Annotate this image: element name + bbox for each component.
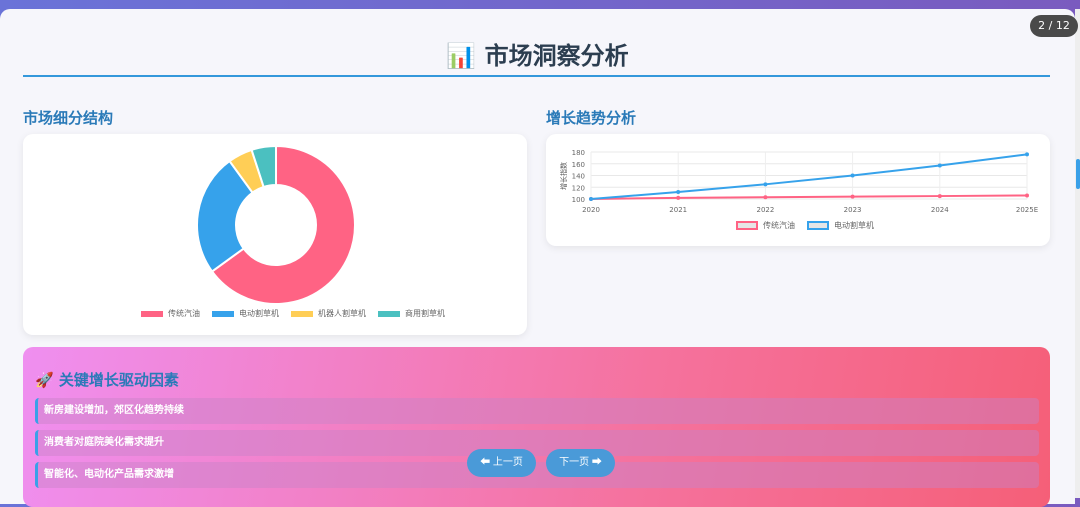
data-point (763, 182, 768, 187)
x-tick-label: 2021 (669, 206, 687, 214)
legend-swatch (141, 310, 163, 317)
y-axis-label: 增长指数 (559, 162, 568, 190)
pie-slice (210, 144, 356, 305)
data-point (763, 195, 768, 200)
legend-label: 电动割草机 (239, 309, 279, 318)
scrollbar-thumb[interactable] (1076, 159, 1080, 189)
legend-label: 电动割草机 (834, 221, 874, 230)
legend-swatch (291, 310, 313, 317)
data-point (1025, 193, 1029, 198)
series-line (590, 153, 1028, 200)
scrollbar[interactable] (1075, 9, 1080, 498)
x-tick-label: 2020 (582, 206, 600, 214)
page-title: 📊 市场洞察分析 (0, 36, 1075, 71)
legend-swatch (378, 310, 400, 317)
prev-page-button[interactable]: ⬅ 上一页 (467, 449, 536, 477)
drivers-title-text: 关键增长驱动因素 (58, 371, 179, 389)
legend-item[interactable]: 商用割草机 (378, 308, 445, 319)
legend-label: 传统汽油 (763, 221, 795, 230)
data-point (1025, 152, 1029, 157)
trend-title: 增长趋势分析 (546, 109, 637, 127)
y-tick-label: 160 (572, 161, 585, 169)
legend-swatch (736, 221, 758, 230)
drivers-panel: 🚀 关键增长驱动因素 新房建设增加，郊区化趋势持续 消费者对庭院美化需求提升 智… (23, 347, 1050, 507)
legend-item[interactable]: 传统汽油 (141, 308, 200, 319)
legend-swatch (807, 221, 829, 230)
data-point (850, 173, 855, 178)
trend-chart-card: 100 120 140 160 180 2020 2021 2022 2023 2024 2025E… (546, 134, 1050, 246)
driver-item: 智能化、电动化产品需求激增 (35, 462, 1039, 488)
legend-swatch (212, 310, 234, 317)
x-tick-label: 2024 (931, 206, 949, 214)
driver-item: 新房建设增加，郊区化趋势持续 (35, 398, 1039, 424)
data-point (937, 194, 942, 199)
segment-chart-card: 传统汽油 电动割草机 机器人割草机 商用割草机 (23, 134, 527, 335)
y-tick-label: 180 (572, 149, 585, 157)
bar-chart-icon: 📊 (446, 42, 477, 70)
legend-item[interactable]: 电动割草机 (212, 308, 279, 319)
line-chart: 100 120 140 160 180 2020 2021 2022 2023 2024 2025E… (559, 149, 1038, 214)
line-legend: 传统汽油 电动割草机 (736, 220, 874, 231)
x-tick-label: 2025E (1016, 206, 1038, 214)
legend-label: 传统汽油 (168, 309, 200, 318)
drivers-title: 🚀 关键增长驱动因素 (35, 369, 179, 390)
segment-title: 市场细分结构 (23, 109, 114, 127)
series-line (590, 194, 1028, 200)
driver-item: 消费者对庭院美化需求提升 (35, 430, 1039, 456)
legend-item[interactable]: 机器人割草机 (291, 308, 366, 319)
legend-item[interactable]: 电动割草机 (807, 220, 874, 231)
pie-legend: 传统汽油 电动割草机 机器人割草机 商用割草机 (141, 308, 445, 319)
pie-slice (196, 159, 254, 273)
y-tick-label: 100 (572, 196, 585, 204)
rocket-icon: 🚀 (35, 371, 54, 389)
title-divider (23, 75, 1050, 77)
x-tick-label: 2023 (844, 206, 862, 214)
data-point (676, 195, 681, 200)
data-point (589, 197, 593, 201)
legend-label: 商用割草机 (405, 309, 445, 318)
y-tick-label: 120 (572, 184, 585, 192)
legend-label: 机器人割草机 (318, 309, 366, 318)
page-indicator: 2 / 12 (1030, 15, 1078, 37)
data-point (676, 189, 681, 194)
y-tick-label: 140 (572, 173, 585, 181)
data-point (850, 194, 855, 199)
x-tick-label: 2022 (756, 206, 774, 214)
legend-item[interactable]: 传统汽油 (736, 220, 795, 231)
pie-slice (250, 144, 277, 189)
data-point (937, 163, 942, 168)
page-title-text: 市场洞察分析 (484, 42, 629, 70)
next-page-button[interactable]: 下一页 ➡ (546, 449, 615, 477)
doughnut-chart (196, 144, 356, 305)
